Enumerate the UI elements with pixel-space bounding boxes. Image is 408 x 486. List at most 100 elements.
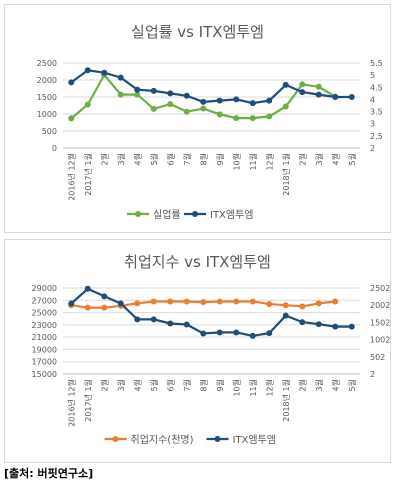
data-point — [84, 101, 91, 108]
y-right-tick-label: 3.5 — [370, 108, 383, 117]
x-tick-label: 4월 — [330, 379, 340, 391]
data-point — [150, 105, 157, 112]
data-point — [68, 79, 75, 86]
y-right-tick-label: 2502 — [370, 284, 390, 293]
data-point — [200, 98, 207, 105]
x-tick-label: 6월 — [165, 153, 175, 165]
data-point — [216, 97, 223, 104]
x-tick-label: 5월 — [347, 379, 357, 391]
data-point — [200, 105, 207, 112]
y-left-tick-label: 29000 — [32, 284, 57, 293]
y-right-tick-label: 2 — [370, 370, 375, 379]
data-point — [233, 96, 240, 103]
legend-label: ITX엠투엠 — [233, 434, 277, 446]
x-tick-label: 4월 — [132, 153, 142, 165]
chart-svg: 15000 17000 19000 21000 23000 25000 27000 29000… — [32, 284, 390, 446]
data-point — [282, 81, 289, 88]
legend-marker — [192, 211, 198, 217]
data-point — [183, 108, 190, 115]
x-tick-label: 2월 — [99, 379, 109, 391]
data-point — [216, 111, 223, 118]
data-point — [167, 101, 174, 108]
x-tick-label: 2017년 1월 — [83, 153, 93, 196]
x-tick-label: 4월 — [330, 153, 340, 165]
chart-title: 실업률 vs ITX엠투엠 — [131, 23, 264, 41]
data-point — [249, 115, 256, 122]
x-tick-label: 9월 — [215, 379, 225, 391]
x-tick-label: 5월 — [149, 153, 159, 165]
legend-label: ITX엠투엠 — [210, 209, 254, 221]
y-left-tick-label: 23000 — [32, 321, 57, 330]
data-point — [117, 91, 124, 98]
chart-svg: 0 500 1000 1500 2000 2500 2 2.5 3 3.5 4 4.5 5 5.5 2016… — [37, 59, 383, 221]
data-point — [348, 323, 355, 330]
data-point — [134, 86, 141, 93]
data-point — [150, 316, 157, 323]
x-tick-label: 10월 — [231, 153, 241, 171]
data-point — [282, 302, 289, 309]
chart-title: 취업지수 vs ITX엠투엠 — [124, 253, 271, 271]
x-tick-label: 6월 — [165, 379, 175, 391]
data-point — [299, 319, 306, 326]
data-point — [282, 103, 289, 110]
x-tick-label: 3월 — [116, 153, 126, 165]
x-tick-label: 7월 — [182, 379, 192, 391]
y-right-tick-label: 1002 — [370, 336, 390, 345]
y-left-tick-label: 2500 — [37, 59, 57, 68]
legend-marker — [135, 211, 141, 217]
x-tick-label: 10월 — [231, 379, 241, 397]
y-right-tick-label: 2.5 — [370, 132, 383, 141]
y-left-tick-label: 0 — [52, 144, 57, 153]
y-left-tick-label: 21000 — [32, 333, 57, 342]
data-point — [183, 298, 190, 305]
y-left-tick-label: 500 — [42, 127, 57, 136]
data-point — [299, 81, 306, 88]
y-right-tick-label: 5 — [370, 71, 375, 80]
x-tick-label: 8월 — [198, 153, 208, 165]
x-tick-label: 3월 — [314, 153, 324, 165]
data-point — [332, 94, 339, 100]
data-point — [101, 69, 108, 76]
x-tick-label: 3월 — [314, 379, 324, 391]
y-right-tick-label: 1502 — [370, 318, 390, 327]
x-tick-label: 5월 — [347, 153, 357, 165]
data-point — [332, 298, 339, 305]
x-tick-label: 2018년 1월 — [281, 379, 291, 422]
data-point — [134, 316, 141, 323]
y-right-tick-label: 4 — [370, 95, 375, 104]
y-right-tick-label: 4.5 — [370, 83, 383, 92]
data-point — [84, 304, 91, 311]
data-point — [68, 115, 75, 122]
chart-panel-unemployment: 실업률 vs ITX엠투엠 0 500 1000 1500 2000 2500 2 2.5 3 3… — [4, 4, 391, 233]
x-tick-label: 11월 — [248, 379, 258, 397]
data-point — [266, 330, 273, 337]
data-point — [84, 67, 91, 74]
data-point — [117, 74, 124, 81]
y-left-tick-label: 2000 — [37, 76, 57, 85]
data-point — [266, 113, 273, 120]
data-point — [348, 94, 355, 100]
data-point — [216, 298, 223, 305]
y-right-tick-label: 2002 — [370, 301, 390, 310]
y-left-tick-label: 27000 — [32, 296, 57, 305]
data-point — [84, 285, 91, 292]
y-right-tick-label: 502 — [370, 353, 385, 362]
data-point — [216, 329, 223, 336]
x-tick-label: 2016년 12월 — [66, 153, 76, 201]
x-tick-label: 8월 — [198, 379, 208, 391]
data-point — [233, 298, 240, 305]
data-point — [200, 299, 207, 306]
y-left-tick-label: 1500 — [37, 93, 57, 102]
data-point — [200, 330, 207, 337]
x-tick-label: 2017년 1월 — [83, 379, 93, 422]
data-point — [101, 293, 108, 300]
data-point — [249, 100, 256, 107]
data-point — [266, 300, 273, 307]
y-left-tick-label: 15000 — [32, 370, 57, 379]
legend-marker — [214, 436, 221, 442]
y-left-tick-label: 1000 — [37, 110, 57, 119]
x-tick-label: 7월 — [182, 153, 192, 165]
x-tick-label: 4월 — [132, 379, 142, 391]
x-tick-label: 12월 — [264, 379, 274, 397]
data-point — [134, 300, 141, 307]
